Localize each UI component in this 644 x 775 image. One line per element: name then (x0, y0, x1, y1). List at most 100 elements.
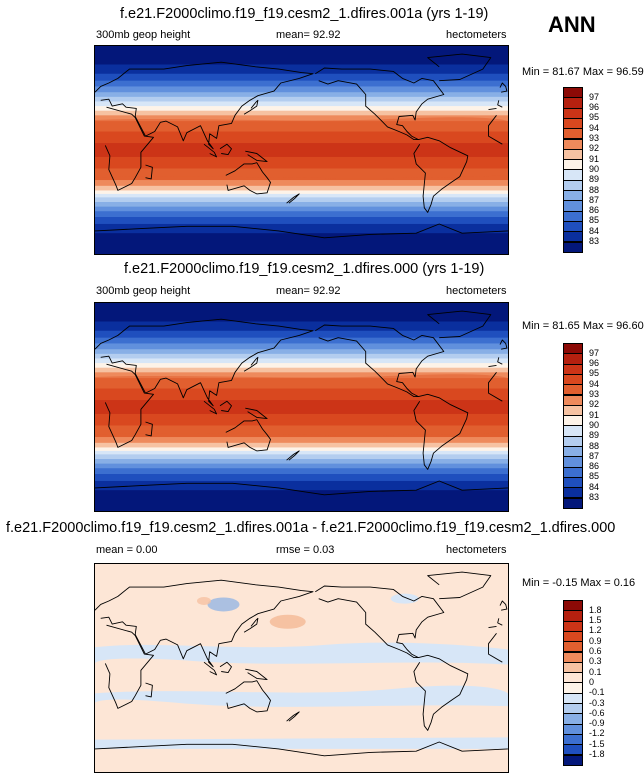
contour-band (95, 468, 508, 475)
coastline (219, 661, 232, 674)
colorbar-tick-label: -0.6 (589, 707, 605, 718)
coastline (413, 393, 469, 470)
colorbar-tick-label: 90 (589, 163, 600, 174)
colorbar-tick-label: 0.6 (589, 646, 602, 656)
contour-band (95, 463, 508, 469)
colorbar-swatch (563, 241, 583, 253)
panel-1-variable-label: 300mb geop height (96, 29, 191, 41)
colorbar-tick-label: 0.9 (589, 635, 602, 646)
coastline (286, 193, 300, 204)
contour-band (95, 358, 508, 364)
colorbar-tick-label: 85 (589, 471, 600, 482)
contour-band (95, 367, 508, 373)
contour-band (95, 96, 508, 103)
coastline (95, 223, 508, 239)
coastline (95, 579, 314, 668)
coastline (427, 53, 492, 82)
coastline (315, 324, 445, 398)
panel-2-units-label: hectometers (446, 285, 507, 297)
coastline (225, 680, 271, 713)
contour-band (95, 437, 508, 444)
contour-band (95, 211, 508, 218)
contour-band (95, 223, 508, 234)
colorbar-tick-label: 94 (589, 122, 600, 133)
coastline (488, 625, 497, 629)
colorbar-tick-label: 91 (589, 409, 600, 420)
colorbar-tick-label: 95 (589, 368, 600, 379)
coastline (104, 363, 154, 448)
panel-1-map (94, 45, 509, 255)
coastline (245, 668, 268, 681)
contour-band (95, 86, 508, 93)
coastline (488, 115, 503, 145)
colorbar-tick-label: -0.9 (589, 718, 605, 729)
panel-1-title: f.e21.F2000climo.f19_f19.cesm2_1.dfires.… (120, 6, 489, 22)
colorbar-tick-label: 1.5 (589, 615, 602, 626)
coastline (95, 318, 314, 407)
contour-band (95, 413, 508, 427)
contour-band (95, 490, 508, 511)
contour-band (95, 180, 508, 187)
colorbar-tick-label: 94 (589, 378, 600, 389)
coastline (104, 106, 154, 191)
colorbar-tick-label: 86 (589, 205, 600, 216)
contour-band (95, 454, 508, 460)
colorbar-tick-label: 91 (589, 153, 600, 164)
contour-band (95, 143, 508, 158)
coastline (243, 99, 259, 115)
coastline (145, 421, 153, 437)
contour-band (95, 447, 508, 452)
coastline (95, 741, 508, 757)
contour-band (95, 217, 508, 225)
coastline (243, 356, 259, 372)
colorbar-tick-label: 92 (589, 399, 600, 410)
contour-band (95, 442, 508, 449)
colorbar-tick-label: 88 (589, 440, 600, 451)
contour-band (95, 110, 508, 116)
colorbar-tick-label: 87 (589, 450, 600, 461)
colorbar-tick-label: 88 (589, 184, 600, 195)
contour-band (95, 737, 508, 749)
colorbar-tick-label: 96 (589, 102, 600, 113)
coastline (286, 711, 300, 722)
coastline (497, 357, 503, 365)
coastline (499, 82, 508, 93)
panel-3-title: f.e21.F2000climo.f19_f19.cesm2_1.dfires.… (6, 520, 616, 536)
colorbar-tick-label: 89 (589, 174, 600, 185)
contour-band (95, 337, 508, 345)
coastline (497, 618, 503, 626)
contour-band (95, 564, 508, 772)
coastline (499, 339, 508, 350)
contour-band (95, 321, 508, 332)
colorbar-tick-label: 95 (589, 112, 600, 123)
contour-band (95, 642, 508, 665)
contour-band (95, 474, 508, 482)
contour-band (95, 425, 508, 436)
coastline (145, 164, 153, 180)
coastline (225, 419, 271, 452)
colorbar-tick-label: 84 (589, 225, 600, 236)
contour-band (95, 206, 508, 212)
coastline (427, 310, 492, 339)
colorbar-tick-label: 96 (589, 358, 600, 369)
contour-band (95, 388, 508, 401)
contour-band (95, 349, 508, 355)
panel-2-title: f.e21.F2000climo.f19_f19.cesm2_1.dfires.… (124, 261, 485, 277)
contour-band (95, 92, 508, 98)
coastline (104, 624, 154, 709)
panel-3-units-label: hectometers (446, 544, 507, 556)
coastline (499, 600, 508, 611)
panel-2-variable-label: 300mb geop height (96, 285, 191, 297)
contour-band (95, 131, 508, 144)
colorbar-tick-label: 93 (589, 133, 600, 143)
panel-3-minmax: Min = -0.15 Max = 0.16 (522, 577, 636, 589)
colorbar-tick-label: -1.5 (589, 738, 605, 749)
coastline (315, 67, 445, 141)
colorbar-tick-label: 86 (589, 461, 600, 472)
colorbar-tick-label: 0.3 (589, 656, 602, 667)
coastline (145, 682, 153, 698)
colorbar-tick-label: 84 (589, 481, 600, 492)
contour-band (95, 193, 508, 198)
contour-band (95, 168, 508, 179)
contour-band (95, 202, 508, 208)
